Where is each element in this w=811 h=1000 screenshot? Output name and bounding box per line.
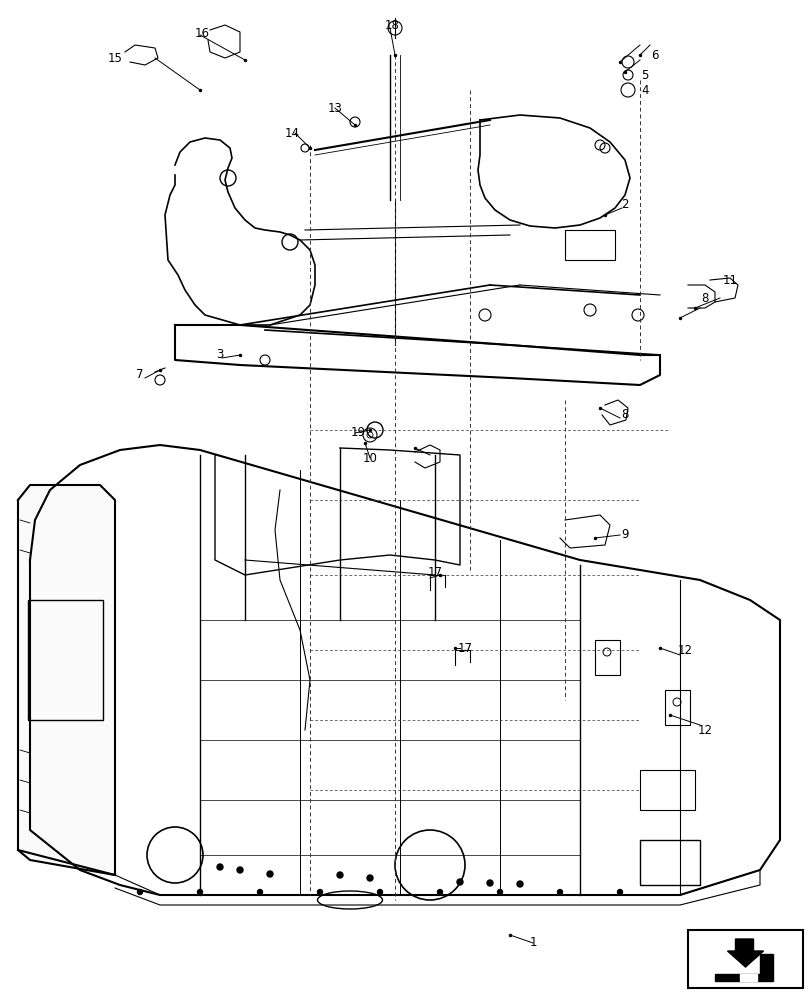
Bar <box>639 770 694 810</box>
Text: 16: 16 <box>195 27 209 40</box>
Circle shape <box>267 871 272 877</box>
Bar <box>687 930 802 988</box>
Circle shape <box>616 889 622 894</box>
Circle shape <box>197 889 202 894</box>
Circle shape <box>497 889 502 894</box>
Bar <box>28 600 103 720</box>
Text: 1: 1 <box>529 936 536 949</box>
Circle shape <box>487 880 492 886</box>
Text: 13: 13 <box>327 102 342 115</box>
Circle shape <box>137 889 142 894</box>
Circle shape <box>367 875 372 881</box>
Circle shape <box>517 881 522 887</box>
Circle shape <box>457 879 462 885</box>
Bar <box>639 840 699 885</box>
Polygon shape <box>714 954 773 981</box>
Circle shape <box>257 889 262 894</box>
Text: 12: 12 <box>697 724 711 736</box>
Text: 8: 8 <box>701 292 708 304</box>
Circle shape <box>377 889 382 894</box>
Text: 19: 19 <box>350 426 365 438</box>
Text: 5: 5 <box>641 69 648 82</box>
Circle shape <box>317 889 322 894</box>
Text: 8: 8 <box>620 408 628 422</box>
Polygon shape <box>740 974 757 981</box>
Bar <box>594 640 620 675</box>
Text: 17: 17 <box>457 642 472 654</box>
Bar <box>664 690 689 725</box>
Text: 12: 12 <box>676 644 692 656</box>
Polygon shape <box>18 485 115 875</box>
Polygon shape <box>727 939 762 967</box>
Text: 10: 10 <box>363 452 377 464</box>
Text: 9: 9 <box>620 528 628 542</box>
Circle shape <box>217 864 223 870</box>
Circle shape <box>237 867 242 873</box>
Text: 15: 15 <box>107 52 122 65</box>
Text: 18: 18 <box>384 19 399 32</box>
Circle shape <box>337 872 342 878</box>
Text: 17: 17 <box>427 566 442 578</box>
Circle shape <box>437 889 442 894</box>
Text: 7: 7 <box>136 368 144 381</box>
Text: 2: 2 <box>620 198 628 212</box>
Circle shape <box>557 889 562 894</box>
Text: 4: 4 <box>641 84 648 97</box>
Text: 14: 14 <box>284 127 299 140</box>
Text: 3: 3 <box>216 349 223 361</box>
Text: 6: 6 <box>650 49 658 62</box>
Bar <box>564 230 614 260</box>
Text: 11: 11 <box>722 273 736 286</box>
